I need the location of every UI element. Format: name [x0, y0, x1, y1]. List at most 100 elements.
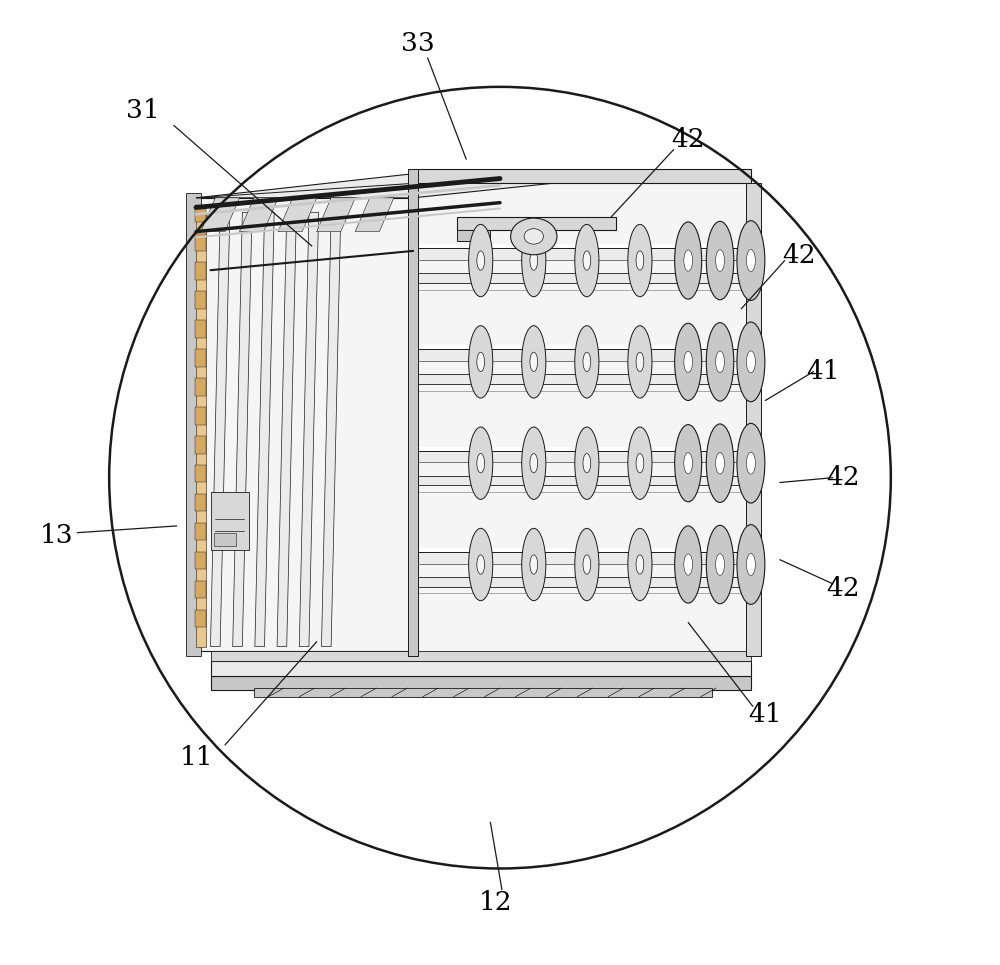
Polygon shape [195, 234, 206, 251]
Polygon shape [418, 447, 751, 451]
Ellipse shape [706, 525, 734, 604]
Ellipse shape [469, 225, 493, 297]
Polygon shape [195, 436, 206, 454]
Ellipse shape [684, 250, 693, 271]
Ellipse shape [628, 326, 652, 398]
Ellipse shape [583, 454, 591, 473]
Ellipse shape [684, 453, 693, 474]
Polygon shape [214, 533, 236, 546]
Ellipse shape [575, 427, 599, 500]
Ellipse shape [636, 555, 644, 574]
Ellipse shape [746, 351, 755, 372]
Ellipse shape [511, 218, 557, 255]
Ellipse shape [684, 554, 693, 575]
Ellipse shape [737, 424, 765, 503]
Polygon shape [196, 174, 645, 198]
Ellipse shape [524, 229, 543, 244]
Ellipse shape [628, 529, 652, 600]
Polygon shape [195, 581, 206, 598]
Ellipse shape [636, 352, 644, 372]
Polygon shape [195, 349, 206, 367]
Polygon shape [255, 212, 274, 647]
Polygon shape [418, 244, 751, 248]
Ellipse shape [636, 454, 644, 473]
Ellipse shape [469, 529, 493, 600]
Ellipse shape [737, 322, 765, 401]
Ellipse shape [477, 352, 485, 372]
Polygon shape [418, 548, 751, 552]
Polygon shape [195, 407, 206, 425]
Ellipse shape [716, 554, 724, 575]
Polygon shape [195, 465, 206, 482]
Polygon shape [413, 183, 751, 651]
Polygon shape [457, 217, 616, 230]
Polygon shape [195, 320, 206, 338]
Polygon shape [210, 212, 230, 647]
Ellipse shape [530, 352, 538, 372]
Polygon shape [299, 212, 319, 647]
Ellipse shape [746, 554, 755, 575]
Polygon shape [418, 349, 751, 361]
Ellipse shape [477, 454, 485, 473]
Ellipse shape [746, 250, 755, 271]
Ellipse shape [675, 323, 702, 400]
Ellipse shape [628, 427, 652, 500]
Ellipse shape [737, 221, 765, 300]
Ellipse shape [530, 454, 538, 473]
Ellipse shape [477, 251, 485, 270]
Polygon shape [195, 523, 206, 540]
Text: 12: 12 [478, 890, 512, 915]
Polygon shape [746, 183, 761, 656]
Polygon shape [210, 676, 751, 690]
Ellipse shape [706, 424, 734, 503]
Polygon shape [418, 476, 751, 485]
Ellipse shape [746, 453, 755, 474]
Text: 42: 42 [826, 465, 859, 490]
Polygon shape [195, 552, 206, 569]
Ellipse shape [675, 222, 702, 299]
Polygon shape [186, 193, 201, 656]
Polygon shape [418, 451, 751, 462]
Polygon shape [418, 552, 751, 564]
Polygon shape [355, 198, 394, 232]
Text: 42: 42 [782, 243, 816, 268]
Ellipse shape [575, 529, 599, 600]
Polygon shape [233, 212, 252, 647]
Ellipse shape [716, 453, 724, 474]
Polygon shape [278, 198, 317, 232]
Polygon shape [277, 212, 296, 647]
Text: 31: 31 [126, 98, 160, 124]
Polygon shape [196, 183, 413, 198]
Polygon shape [418, 248, 751, 260]
Polygon shape [413, 169, 751, 183]
Ellipse shape [716, 250, 724, 271]
Ellipse shape [477, 555, 485, 574]
Polygon shape [418, 273, 751, 283]
Ellipse shape [628, 225, 652, 297]
Ellipse shape [530, 555, 538, 574]
Polygon shape [254, 688, 712, 697]
Ellipse shape [636, 251, 644, 270]
Polygon shape [418, 345, 751, 349]
Polygon shape [418, 374, 751, 384]
Ellipse shape [706, 322, 734, 401]
Ellipse shape [575, 225, 599, 297]
Ellipse shape [469, 427, 493, 500]
Polygon shape [239, 198, 278, 232]
Ellipse shape [522, 326, 546, 398]
Polygon shape [321, 212, 341, 647]
Text: 41: 41 [807, 359, 840, 384]
Text: 13: 13 [39, 523, 73, 548]
Ellipse shape [716, 351, 724, 372]
Ellipse shape [583, 352, 591, 372]
Ellipse shape [583, 251, 591, 270]
Ellipse shape [469, 326, 493, 398]
Polygon shape [196, 212, 206, 647]
Ellipse shape [522, 225, 546, 297]
Text: 33: 33 [401, 31, 435, 56]
Polygon shape [195, 378, 206, 396]
Text: 42: 42 [826, 576, 859, 601]
Text: 42: 42 [671, 127, 705, 152]
Polygon shape [195, 262, 206, 280]
Polygon shape [408, 169, 418, 656]
